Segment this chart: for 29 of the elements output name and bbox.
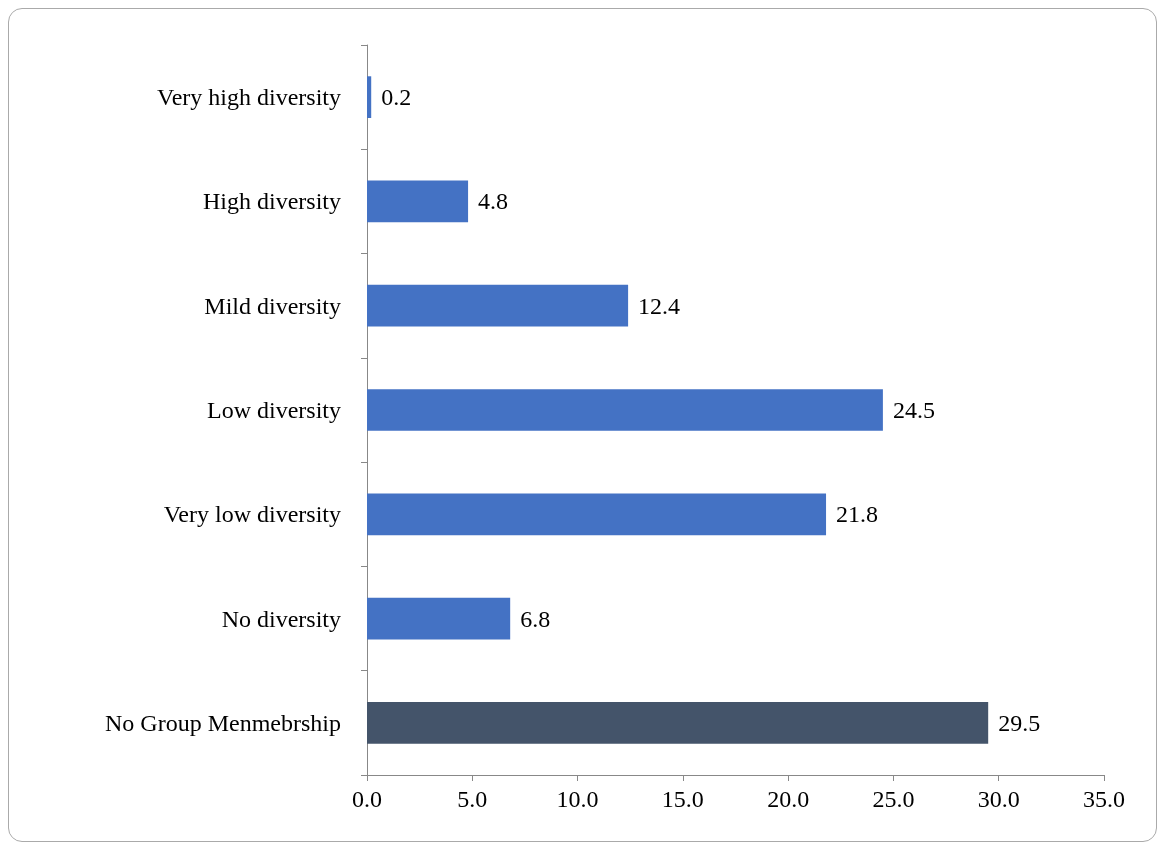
x-tick-label: 25.0 <box>872 786 915 812</box>
x-tick-label: 5.0 <box>457 786 488 812</box>
x-tick-label: 0.0 <box>352 786 382 812</box>
data-label: 21.8 <box>836 501 879 528</box>
x-tick-label: 30.0 <box>977 786 1020 812</box>
data-label: 6.8 <box>520 605 551 632</box>
y-tick-label: Very low diversity <box>163 501 341 528</box>
data-label: 24.5 <box>892 397 935 423</box>
bar <box>367 389 883 431</box>
data-label: 4.8 <box>478 188 509 215</box>
bar <box>367 597 511 640</box>
y-tick-label: No Group Menmebrship <box>105 709 341 736</box>
bar <box>367 76 372 118</box>
x-tick-label: 20.0 <box>767 786 810 812</box>
bar <box>367 180 469 223</box>
y-tick-label: Low diversity <box>207 397 341 423</box>
x-tick-label: 35.0 <box>1083 786 1125 812</box>
x-tick-label: 10.0 <box>556 786 599 812</box>
data-label: 29.5 <box>998 709 1041 736</box>
bar <box>367 702 989 744</box>
data-label: 0.2 <box>381 84 412 111</box>
bar <box>367 493 827 536</box>
y-tick-label: No diversity <box>221 605 341 632</box>
x-tick-label: 15.0 <box>661 786 704 812</box>
y-tick-label: High diversity <box>203 188 341 215</box>
y-tick-label: Mild diversity <box>204 292 341 319</box>
bar <box>367 284 629 327</box>
y-tick-label: Very high diversity <box>157 84 341 111</box>
data-label: 12.4 <box>638 292 681 319</box>
